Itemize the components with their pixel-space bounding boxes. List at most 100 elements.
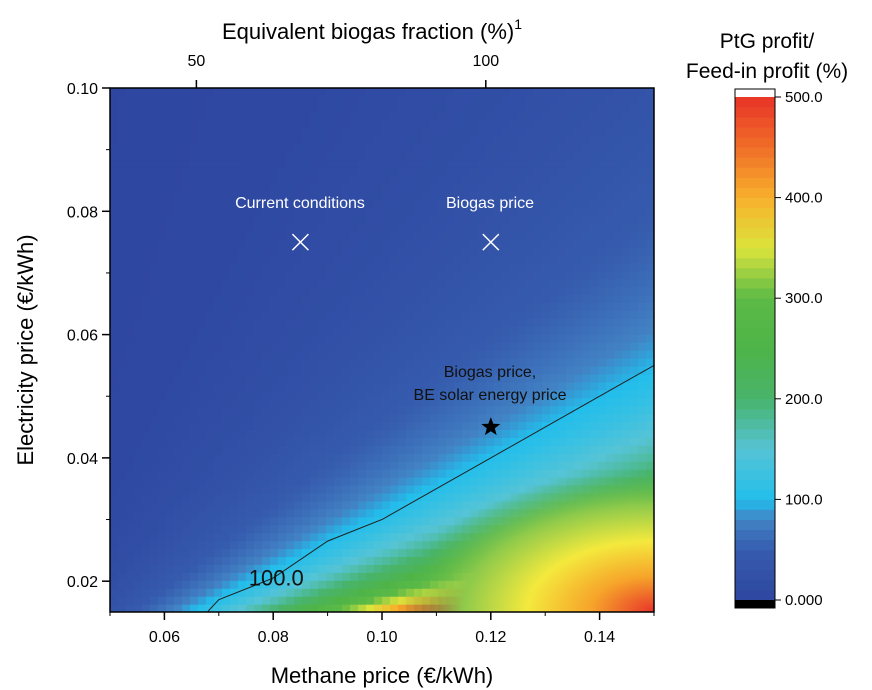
heatmap-cell [334,445,343,454]
heatmap-cell [486,119,495,129]
heatmap-cell [214,151,223,161]
heatmap-cell [390,389,399,399]
heatmap-cell [382,143,391,153]
heatmap-cell [646,151,654,161]
heatmap-cell [430,318,439,327]
heatmap-cell [262,556,271,565]
heatmap-cell [302,580,311,589]
heatmap-cell [126,421,135,430]
heatmap-cell [430,246,439,256]
heatmap-cell [350,215,359,224]
heatmap-cell [254,572,263,581]
heatmap-cell [550,151,559,161]
heatmap-cell [566,413,575,423]
heatmap-cell [214,199,223,208]
heatmap-cell [590,254,599,264]
heatmap-cell [150,207,159,216]
heatmap-cell [438,342,447,351]
heatmap-cell [366,119,375,129]
heatmap-cell [270,183,279,192]
heatmap-cell [214,318,223,327]
colorbar-band [735,509,775,520]
heatmap-cell [462,453,471,462]
heatmap-cell [262,183,271,192]
heatmap-cell [542,318,551,327]
heatmap-cell [302,127,311,137]
heatmap-cell [390,365,399,375]
heatmap-cell [390,143,399,153]
heatmap-cell [406,238,415,248]
heatmap-cell [198,222,207,232]
heatmap-cell [174,254,183,264]
heatmap-cell [534,421,543,430]
heatmap-cell [150,334,159,343]
heatmap-cell [214,238,223,248]
heatmap-cell [278,572,287,581]
heatmap-cell [558,445,567,454]
heatmap-cell [110,294,119,303]
heatmap-cell [638,334,647,343]
heatmap-cell [470,199,479,208]
heatmap-cell [182,270,191,280]
heatmap-cell [478,318,487,327]
heatmap-cell [134,397,143,407]
heatmap-cell [494,159,503,168]
heatmap-cell [366,484,375,494]
heatmap-cell [254,508,263,518]
heatmap-cell [462,326,471,335]
heatmap-cell [182,246,191,256]
heatmap-cell [150,564,159,573]
heatmap-cell [190,588,199,597]
heatmap-cell [558,389,567,399]
heatmap-cell [142,389,151,399]
heatmap-cell [238,484,247,494]
heatmap-cell [126,516,135,526]
heatmap-cell [254,270,263,280]
heatmap-cell [118,270,127,280]
heatmap-cell [166,350,175,359]
heatmap-cell [454,389,463,399]
heatmap-cell [566,365,575,375]
heatmap-cell [422,350,431,359]
heatmap-cell [446,334,455,343]
heatmap-cell [134,103,143,113]
heatmap-cell [310,429,319,438]
heatmap-cell [246,492,255,502]
x-marker-current [291,233,309,251]
heatmap-cell [630,167,639,176]
heatmap-cell [606,389,615,399]
heatmap-cell [470,88,479,97]
heatmap-cell [390,477,399,486]
heatmap-cell [182,572,191,581]
heatmap-cell [110,103,119,113]
heatmap-cell [398,254,407,264]
heatmap-cell [630,151,639,161]
heatmap-cell [326,365,335,375]
heatmap-cell [286,318,295,327]
heatmap-cell [294,588,303,597]
heatmap-cell [198,207,207,216]
heatmap-cell [574,350,583,359]
heatmap-cell [238,111,247,121]
heatmap-cell [566,246,575,256]
heatmap-cell [494,151,503,161]
heatmap-cell [302,572,311,581]
heatmap-cell [166,230,175,240]
heatmap-cell [454,246,463,256]
heatmap-cell [614,95,623,105]
heatmap-cell [278,492,287,502]
heatmap-cell [590,334,599,343]
heatmap-cell [454,302,463,311]
heatmap-cell [414,278,423,288]
heatmap-cell [334,111,343,121]
heatmap-cell [406,397,415,407]
heatmap-cell [326,484,335,494]
heatmap-cell [206,405,215,415]
heatmap-cell [222,413,231,423]
heatmap-cell [158,540,167,550]
heatmap-cell [406,326,415,335]
heatmap-cell [598,286,607,296]
heatmap-cell [166,484,175,494]
heatmap-cell [350,342,359,351]
heatmap-cell [590,127,599,137]
